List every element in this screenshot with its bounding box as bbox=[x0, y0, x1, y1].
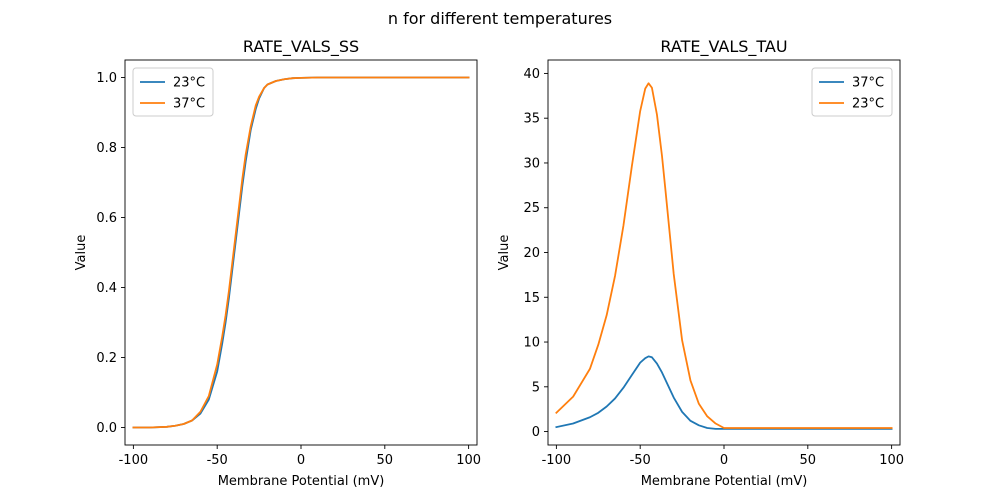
legend-label: 23°C bbox=[173, 76, 205, 91]
y-tick-label: 0.0 bbox=[96, 421, 117, 436]
legend: 23°C 37°C bbox=[132, 67, 214, 117]
x-tick-label: -100 bbox=[542, 453, 572, 468]
y-tick-label: 30 bbox=[523, 156, 540, 171]
x-tick-label: 50 bbox=[800, 453, 817, 468]
y-tick-label: 15 bbox=[523, 291, 540, 306]
legend-box bbox=[811, 67, 893, 117]
figure-suptitle: n for different temperatures bbox=[388, 9, 612, 28]
series-line-2 bbox=[132, 76, 470, 429]
y-tick-label: 25 bbox=[523, 201, 540, 216]
legend: 37°C 23°C bbox=[811, 67, 893, 117]
y-tick-label: 20 bbox=[523, 246, 540, 261]
y-tick-label: 5 bbox=[532, 380, 540, 395]
x-tick-label: 0 bbox=[720, 453, 728, 468]
x-tick-label: -50 bbox=[630, 453, 651, 468]
y-tick-label: 40 bbox=[523, 67, 540, 82]
x-tick-label: 100 bbox=[879, 453, 904, 468]
x-axis-label: Membrane Potential (mV) bbox=[218, 474, 385, 489]
legend-label: 37°C bbox=[173, 97, 205, 112]
x-tick-label: 50 bbox=[377, 453, 394, 468]
legend-label: 37°C bbox=[852, 76, 884, 91]
x-axis-label: Membrane Potential (mV) bbox=[641, 474, 808, 489]
y-tick-label: 1.0 bbox=[96, 71, 117, 86]
chart-panel-1: RATE_VALS_SS -100 -50 0 50 100 0.0 0.2 0.4 0.6 0.8… bbox=[74, 37, 481, 489]
y-tick-label: 0.4 bbox=[96, 281, 117, 296]
series-line-2 bbox=[555, 82, 893, 429]
y-axis-label: Value bbox=[74, 235, 89, 271]
y-tick-label: 35 bbox=[523, 112, 540, 127]
x-tick-label: -50 bbox=[207, 453, 228, 468]
y-tick-label: 0.6 bbox=[96, 211, 117, 226]
y-tick-label: 0.8 bbox=[96, 141, 117, 156]
chart-title: RATE_VALS_SS bbox=[243, 37, 359, 57]
y-axis-label: Value bbox=[497, 235, 512, 271]
chart-title: RATE_VALS_TAU bbox=[660, 37, 787, 57]
x-tick-label: 0 bbox=[297, 453, 305, 468]
y-tick-label: 0 bbox=[532, 425, 540, 440]
x-tick-label: -100 bbox=[119, 453, 149, 468]
chart-panel-2: RATE_VALS_TAU -100 -50 0 50 100 0 5 10 15 20 25 30 35… bbox=[497, 37, 904, 489]
legend-box bbox=[132, 67, 214, 117]
series-line-1 bbox=[555, 355, 893, 430]
legend-label: 23°C bbox=[852, 97, 884, 112]
y-tick-label: 10 bbox=[523, 336, 540, 351]
x-tick-label: 100 bbox=[456, 453, 481, 468]
y-tick-label: 0.2 bbox=[96, 351, 117, 366]
